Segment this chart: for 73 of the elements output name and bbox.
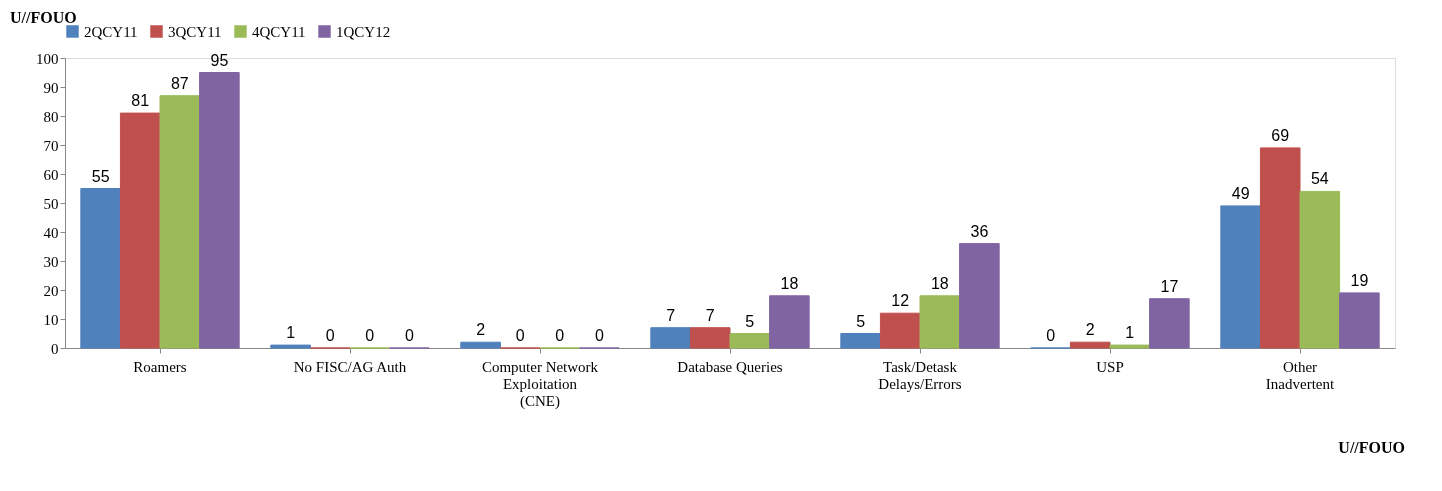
y-tick-label: 50	[43, 195, 59, 212]
bar	[919, 295, 961, 349]
data-label: 55	[91, 167, 110, 185]
legend-label: 3QCY11	[168, 23, 222, 40]
data-label: 95	[210, 51, 229, 69]
x-tick-label: Computer Network Exploitation (CNE)	[481, 358, 599, 410]
data-label: 5	[856, 312, 866, 330]
legend-label: 4QCY11	[252, 23, 306, 40]
data-label: 1	[286, 324, 296, 342]
data-label: 0	[365, 327, 375, 344]
data-label: 7	[705, 306, 715, 324]
data-label: 17	[1160, 277, 1179, 295]
bar	[650, 327, 691, 349]
bar	[1220, 205, 1261, 349]
x-tick-label: Task/Detask Delays/Errors	[878, 358, 962, 392]
x-tick-label: Other Inadvertent	[1265, 358, 1335, 392]
y-tick-label: 100	[36, 50, 59, 67]
y-tick-label: 60	[43, 166, 59, 183]
bar	[460, 341, 501, 349]
data-label: 36	[970, 222, 989, 240]
legend-label: 2QCY11	[84, 23, 138, 40]
data-label: 18	[930, 274, 949, 292]
bar	[270, 344, 311, 349]
data-label: 7	[666, 306, 676, 324]
bar	[80, 188, 121, 349]
data-label: 0	[515, 327, 525, 344]
bar	[959, 243, 1000, 349]
bar	[879, 312, 921, 349]
data-label: 81	[131, 92, 150, 110]
data-label: 5	[745, 312, 755, 330]
y-tick-label: 80	[43, 108, 59, 125]
y-tick-label: 10	[43, 311, 59, 328]
bar	[1069, 341, 1111, 349]
data-label: 87	[170, 74, 189, 92]
bar	[1149, 298, 1190, 349]
bar	[769, 295, 810, 349]
y-tick-label: 20	[43, 282, 59, 299]
bar	[1299, 190, 1341, 349]
data-label: 0	[404, 327, 414, 344]
y-tick-label: 40	[43, 224, 59, 241]
y-tick-label: 0	[51, 340, 59, 357]
bar	[729, 333, 771, 349]
data-label: 0	[325, 327, 335, 344]
bar	[1339, 292, 1380, 349]
legend-label: 1QCY12	[336, 23, 391, 40]
text: U//FOUO	[10, 9, 77, 26]
data-label: 0	[594, 327, 604, 344]
data-label: 1	[1125, 324, 1135, 342]
data-label: 54	[1310, 170, 1329, 188]
bar	[119, 112, 161, 349]
y-tick-label: 70	[43, 137, 59, 154]
bar	[159, 95, 201, 349]
bar	[689, 327, 731, 349]
x-tick-label: Database Queries	[677, 358, 783, 375]
text: U//FOUO	[1338, 439, 1405, 456]
x-tick-label: No FISC/AG Auth	[293, 358, 407, 375]
data-label: 0	[555, 327, 565, 344]
bar	[1259, 147, 1301, 349]
bar	[199, 72, 240, 349]
y-tick-label: 90	[43, 79, 59, 96]
data-label: 2	[476, 321, 486, 339]
data-label: 0	[1046, 327, 1056, 344]
data-label: 2	[1085, 321, 1095, 339]
y-tick-label: 30	[43, 253, 59, 270]
x-tick-label: Roamers	[133, 358, 187, 375]
bar	[1109, 344, 1151, 349]
data-label: 19	[1350, 271, 1369, 289]
data-label: 12	[891, 292, 910, 310]
data-label: 49	[1231, 184, 1250, 202]
bar	[840, 333, 881, 349]
x-tick-label: USP	[1096, 358, 1124, 375]
data-label: 18	[780, 274, 799, 292]
data-label: 69	[1271, 126, 1290, 144]
